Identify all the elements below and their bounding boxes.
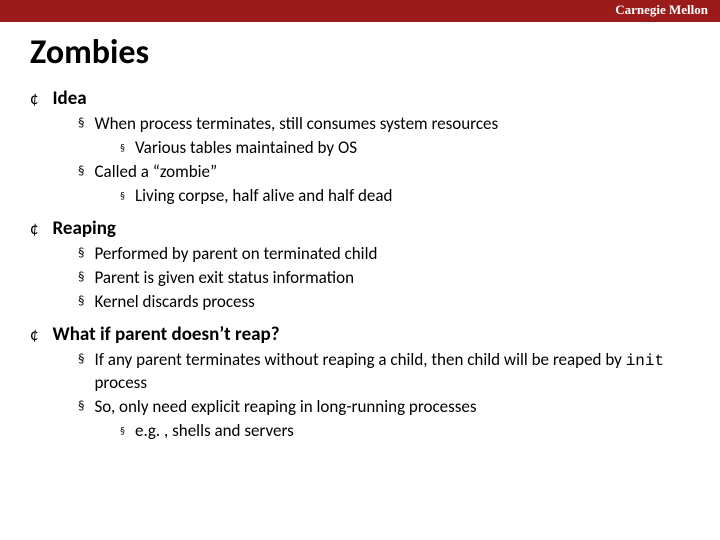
section-heading: ¢ Reaping [30, 217, 690, 241]
section-heading: ¢ Idea [30, 87, 690, 111]
bullet-lvl2: § [78, 243, 84, 265]
subitem-text: Various tables maintained by OS [135, 137, 357, 159]
bullet-lvl1: ¢ [30, 87, 38, 111]
text-part: process [94, 372, 147, 393]
bullet-lvl2: § [78, 349, 84, 371]
subitem-text: e.g. , shells and servers [135, 420, 294, 442]
list-item: § Kernel discards process [78, 291, 690, 313]
bullet-lvl3: § [120, 137, 125, 159]
institution-label: Carnegie Mellon [615, 2, 708, 18]
bullet-lvl3: § [120, 420, 125, 442]
list-item: § If any parent terminates without reapi… [78, 349, 690, 394]
item-text: Called a “zombie” [94, 161, 217, 183]
bullet-lvl2: § [78, 113, 84, 135]
header-bar: Carnegie Mellon [0, 0, 720, 22]
item-text: So, only need explicit reaping in long-r… [94, 396, 476, 418]
bullet-lvl2: § [78, 161, 84, 183]
text-part: If any parent terminates without reaping… [94, 349, 625, 370]
list-subitem: § e.g. , shells and servers [120, 420, 690, 442]
item-text: Performed by parent on terminated child [94, 243, 377, 265]
bullet-lvl2: § [78, 396, 84, 418]
list-item: § Parent is given exit status informatio… [78, 267, 690, 289]
list-item: § Called a “zombie” [78, 161, 690, 183]
item-text: Kernel discards process [94, 291, 254, 313]
item-text: If any parent terminates without reaping… [94, 349, 690, 394]
slide-content: ¢ Idea § When process terminates, still … [0, 87, 720, 442]
list-item: § So, only need explicit reaping in long… [78, 396, 690, 418]
item-text: When process terminates, still consumes … [94, 113, 498, 135]
section-label: Idea [52, 87, 86, 111]
bullet-lvl3: § [120, 185, 125, 207]
list-subitem: § Living corpse, half alive and half dea… [120, 185, 690, 207]
list-item: § Performed by parent on terminated chil… [78, 243, 690, 265]
code-text: init [626, 352, 664, 370]
section-heading: ¢ What if parent doesn’t reap? [30, 323, 690, 347]
list-subitem: § Various tables maintained by OS [120, 137, 690, 159]
slide-title: Zombies [0, 22, 720, 81]
section-label: Reaping [52, 217, 115, 241]
bullet-lvl2: § [78, 291, 84, 313]
bullet-lvl2: § [78, 267, 84, 289]
list-item: § When process terminates, still consume… [78, 113, 690, 135]
bullet-lvl1: ¢ [30, 217, 38, 241]
item-text: Parent is given exit status information [94, 267, 354, 289]
subitem-text: Living corpse, half alive and half dead [135, 185, 392, 207]
bullet-lvl1: ¢ [30, 323, 38, 347]
section-label: What if parent doesn’t reap? [52, 323, 279, 347]
